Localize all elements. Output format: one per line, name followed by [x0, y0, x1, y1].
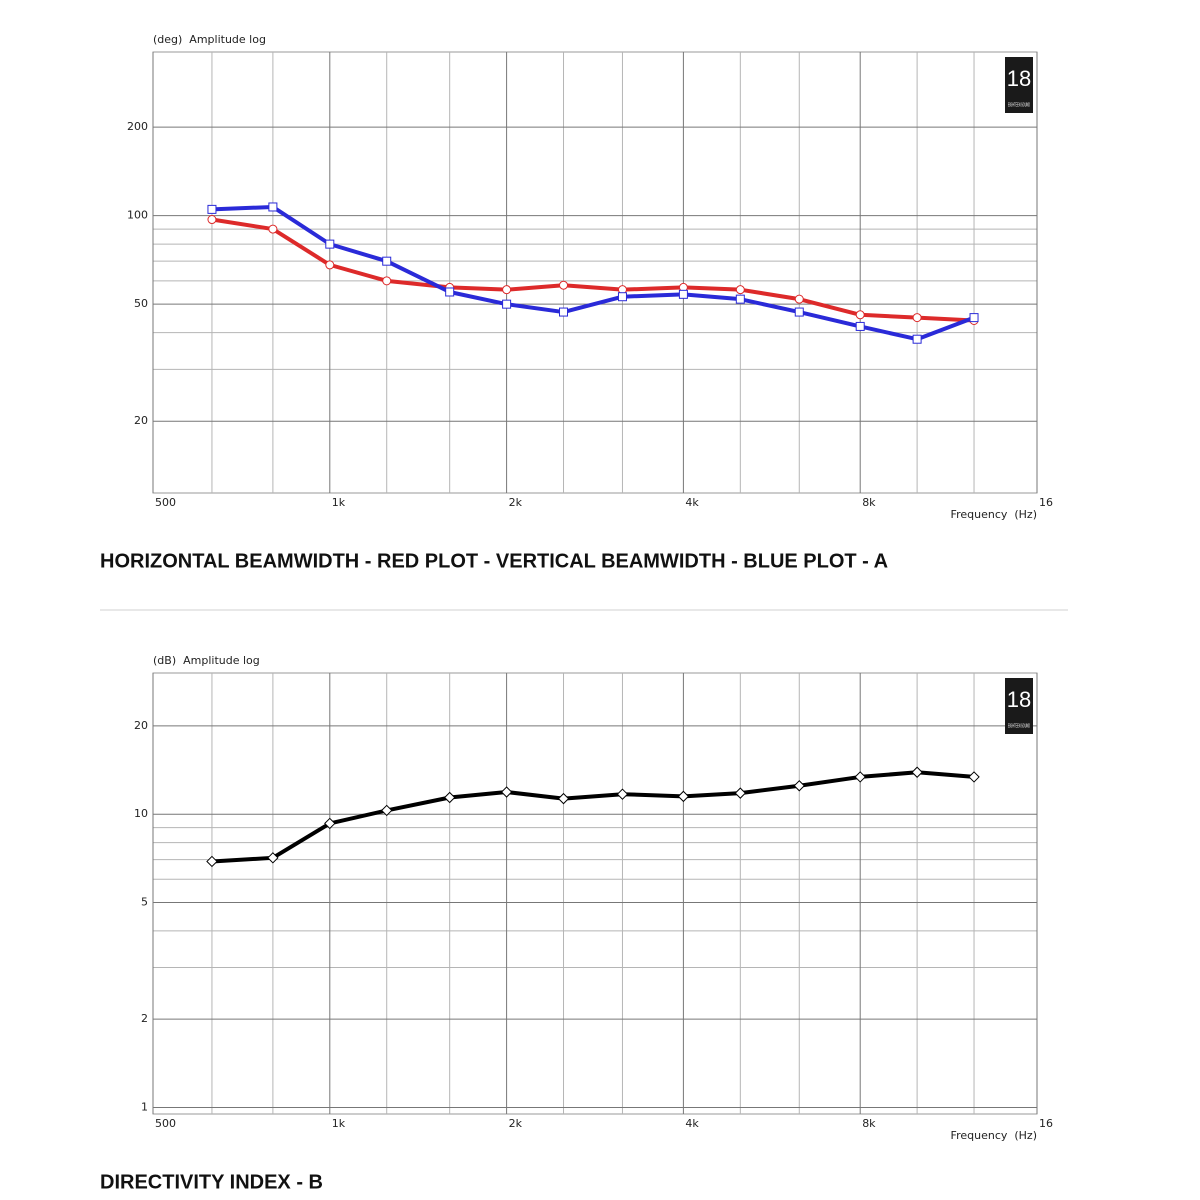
marker [207, 204, 217, 214]
x-axis-label: Frequency (Hz) [951, 508, 1037, 521]
y-tick-label: 50 [134, 297, 148, 310]
marker [794, 307, 804, 317]
marker [793, 780, 805, 792]
x-tick-label: 16 [1039, 1117, 1053, 1130]
series-line [211, 204, 975, 342]
marker [968, 771, 980, 783]
logo: 18 EIGHTEEN SOUND [1005, 57, 1033, 113]
marker [911, 766, 923, 778]
plot-area [152, 672, 1038, 1115]
y-tick-label: 100 [127, 209, 148, 222]
marker [735, 294, 745, 304]
x-tick-label: 4k [685, 496, 699, 509]
y-tick-label: 2 [141, 1012, 148, 1025]
marker [912, 334, 922, 344]
marker [382, 256, 392, 266]
marker [206, 855, 218, 868]
logo-text: EIGHTEEN SOUND [1008, 723, 1030, 729]
logo-number: 18 [1007, 687, 1031, 712]
marker [912, 313, 922, 323]
x-tick-label: 500 [155, 1117, 176, 1130]
x-tick-label: 2k [509, 496, 523, 509]
marker [855, 321, 865, 331]
marker [268, 224, 278, 234]
y-axis-label: (deg) Amplitude log [153, 33, 266, 46]
marker [443, 791, 456, 804]
y-tick-label: 5 [141, 895, 148, 908]
x-tick-label: 8k [862, 496, 876, 509]
x-tick-label: 1k [332, 496, 346, 509]
marker [445, 287, 455, 297]
marker [559, 307, 569, 317]
logo-text: EIGHTEEN SOUND [1008, 102, 1030, 108]
marker [557, 792, 570, 805]
marker [735, 285, 745, 295]
chart: 500 1k 2k 4k 8k 16 1 2 5 10 20 (dB) Amplitude log Fr… [100, 654, 1053, 1193]
marker [617, 292, 627, 302]
y-tick-label: 20 [134, 414, 148, 427]
marker [381, 804, 393, 817]
x-tick-label: 1k [332, 1117, 346, 1130]
logo-box [1005, 57, 1033, 113]
caption: HORIZONTAL BEAMWIDTH - RED PLOT - VERTIC… [100, 550, 888, 572]
chart: 500 1k 2k 4k 8k 16 20 50 100 200 (deg) Amplitude l… [100, 33, 1053, 572]
x-tick-label: 8k [862, 1117, 876, 1130]
marker [854, 771, 866, 783]
x-tick-label: 16 [1039, 496, 1053, 509]
y-tick-label: 10 [134, 807, 148, 820]
logo-box [1005, 678, 1033, 734]
x-tick-label: 4k [685, 1117, 699, 1130]
marker [502, 299, 512, 309]
marker [268, 202, 278, 212]
y-tick-label: 20 [134, 719, 148, 732]
marker [325, 260, 335, 270]
marker [616, 788, 629, 800]
series-line [211, 770, 975, 864]
x-tick-label: 2k [509, 1117, 523, 1130]
y-tick-label: 200 [127, 120, 148, 133]
x-tick-label: 500 [155, 496, 176, 509]
marker [382, 276, 392, 286]
marker [207, 215, 217, 225]
marker [325, 239, 335, 249]
marker [502, 285, 512, 295]
marker [559, 280, 569, 290]
plot-area [152, 51, 1038, 494]
marker [677, 790, 690, 803]
logo-number: 18 [1007, 66, 1031, 91]
marker [267, 852, 279, 864]
marker [734, 787, 747, 799]
marker [324, 817, 336, 830]
marker [678, 289, 688, 299]
marker [794, 294, 804, 304]
marker [969, 313, 979, 323]
series-line [211, 217, 975, 323]
y-tick-label: 1 [141, 1100, 148, 1113]
caption: DIRECTIVITY INDEX - B [100, 1171, 323, 1193]
logo: 18 EIGHTEEN SOUND [1005, 678, 1033, 734]
marker [500, 786, 513, 798]
y-axis-label: (dB) Amplitude log [153, 654, 260, 667]
marker [855, 310, 865, 320]
x-axis-label: Frequency (Hz) [951, 1129, 1037, 1142]
